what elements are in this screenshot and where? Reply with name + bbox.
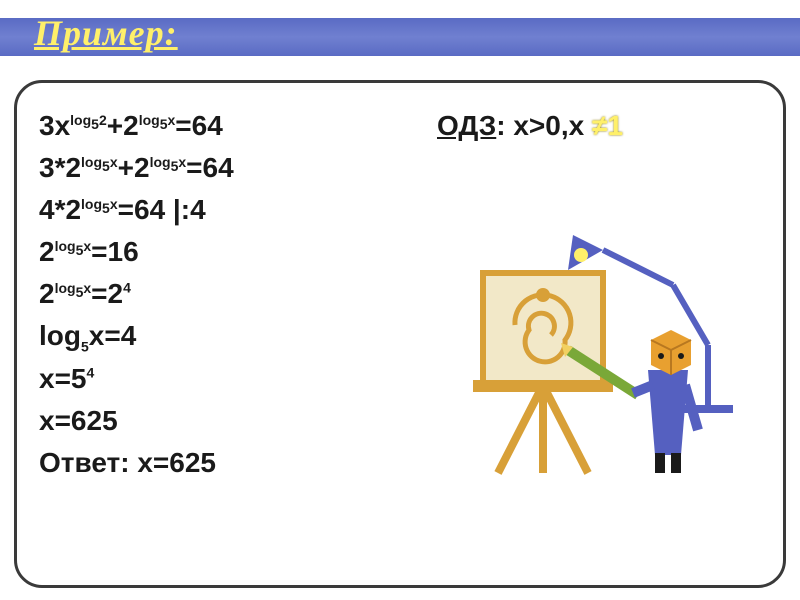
eq-line-3: 4*2log5x=64 |:4 [39, 189, 439, 231]
odz-neq: ≠1 [592, 110, 623, 141]
eq-line-4: 2log5x=16 [39, 231, 439, 273]
easel-illustration [473, 235, 763, 475]
eq-line-9: Ответ: x=625 [39, 442, 439, 484]
easel-icon [473, 273, 613, 473]
odz-label: ОДЗ [437, 110, 496, 141]
odz-line: ОДЗ: x>0,x ≠1 [437, 105, 767, 147]
equations-column: 3xlog52+2log5x=64 3*2log5x+2log5x=64 4*2… [39, 105, 439, 484]
eq-line-2: 3*2log5x+2log5x=64 [39, 147, 439, 189]
person-icon [633, 330, 698, 473]
eq-line-7: x=54 [39, 358, 439, 400]
header-bar: Пример: [0, 0, 800, 70]
eq-line-5: 2log5x=24 [39, 273, 439, 315]
content-frame: 3xlog52+2log5x=64 3*2log5x+2log5x=64 4*2… [14, 80, 786, 588]
slide-title: Пример: [34, 12, 178, 54]
odz-column: ОДЗ: x>0,x ≠1 [437, 105, 767, 147]
eq-line-1: 3xlog52+2log5x=64 [39, 105, 439, 147]
eq-line-8: x=625 [39, 400, 439, 442]
eq-line-6: log5x=4 [39, 315, 439, 358]
